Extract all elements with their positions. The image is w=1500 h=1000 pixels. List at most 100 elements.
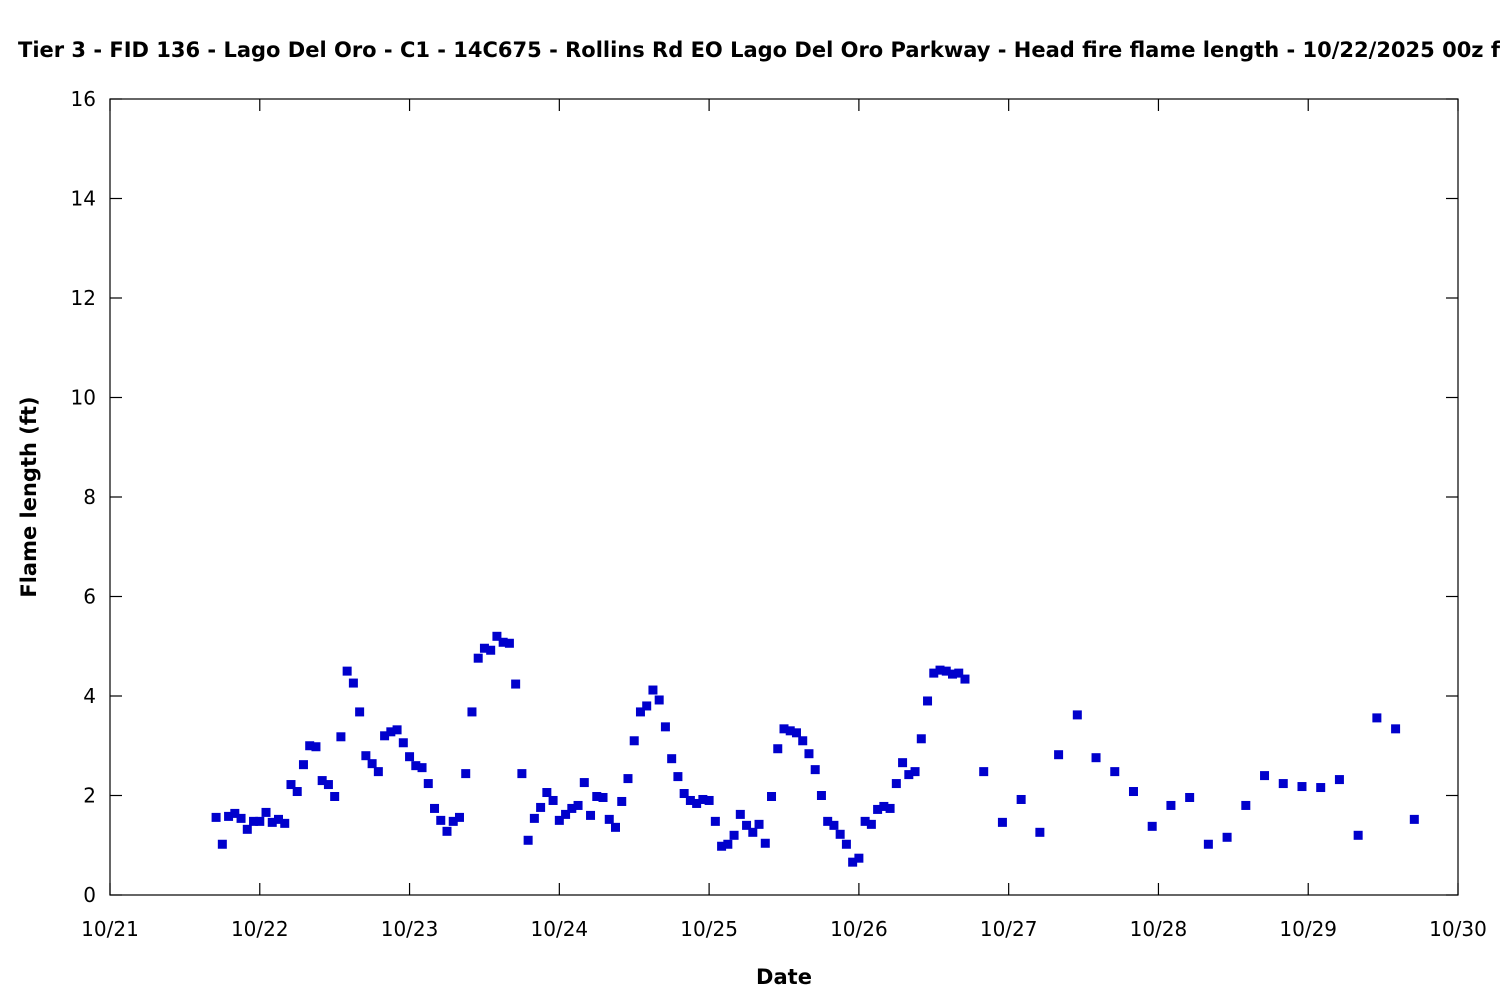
data-point [629, 736, 639, 746]
data-point [411, 761, 421, 771]
data-point [654, 695, 664, 705]
data-point [1278, 779, 1288, 789]
data-point [617, 796, 627, 806]
data-point [791, 728, 801, 738]
data-point [342, 666, 352, 676]
data-point [660, 722, 670, 732]
data-point [823, 816, 833, 826]
data-point [1260, 771, 1270, 781]
data-point [810, 765, 820, 775]
data-point [910, 767, 920, 777]
data-point [1222, 832, 1232, 842]
data-point [423, 779, 433, 789]
data-point [467, 707, 477, 717]
data-point [567, 803, 577, 813]
data-point [891, 779, 901, 789]
data-point [667, 754, 677, 764]
data-point [748, 827, 758, 837]
x-tick-label: 10/23 [381, 917, 439, 941]
data-point [929, 668, 939, 678]
data-point [286, 780, 296, 790]
data-points [211, 631, 1419, 867]
data-point [673, 772, 683, 782]
data-point [298, 760, 308, 770]
data-point [885, 803, 895, 813]
x-tick-label: 10/30 [1429, 917, 1487, 941]
data-point [380, 731, 390, 741]
data-point [448, 816, 458, 826]
y-tick-label: 8 [83, 485, 96, 509]
x-tick-label: 10/28 [1130, 917, 1188, 941]
data-point [292, 787, 302, 797]
data-point [454, 812, 464, 822]
data-point [1072, 710, 1082, 720]
data-point [274, 814, 283, 824]
data-point [355, 707, 365, 717]
data-point [779, 724, 789, 734]
data-point [586, 810, 596, 820]
data-point [1334, 775, 1344, 785]
data-point [723, 839, 733, 849]
data-point [710, 816, 720, 826]
data-point [442, 826, 452, 836]
data-point [1316, 783, 1326, 793]
x-axis: 10/21 10/22 10/23 10/24 10/25 10/26 10/27 10/28… [81, 99, 1487, 941]
data-point [760, 838, 770, 848]
data-point [916, 734, 926, 744]
data-point [829, 820, 839, 830]
data-point [717, 841, 727, 851]
data-point [935, 665, 945, 675]
data-point [1203, 839, 1213, 849]
data-point [904, 770, 914, 780]
data-point [698, 794, 708, 804]
data-point [473, 653, 483, 663]
plot-frame [109, 98, 1459, 896]
data-point [941, 666, 951, 676]
data-point [498, 637, 508, 647]
x-tick-label: 10/21 [81, 917, 139, 941]
data-point [960, 674, 970, 684]
data-point [1054, 750, 1064, 760]
data-point [835, 829, 845, 839]
data-point [242, 824, 252, 834]
y-tick-label: 4 [83, 684, 96, 708]
y-tick-label: 10 [71, 386, 96, 410]
y-tick-label: 12 [71, 286, 96, 310]
data-point [504, 638, 514, 648]
y-tick-label: 2 [83, 784, 96, 808]
data-point [554, 815, 564, 825]
data-point [742, 820, 752, 830]
data-point [1372, 713, 1382, 723]
data-point [542, 788, 552, 798]
data-point [692, 798, 702, 808]
data-point [336, 732, 346, 742]
data-point [436, 815, 446, 825]
data-point [704, 795, 714, 805]
data-point [948, 669, 957, 679]
data-point [224, 811, 234, 821]
chart-title: Tier 3 - FID 136 - Lago Del Oro - C1 - 1… [18, 38, 1500, 62]
data-point [211, 812, 221, 822]
data-point [1128, 787, 1138, 797]
data-point [592, 791, 602, 801]
data-point [311, 742, 321, 752]
data-point [1035, 827, 1045, 837]
data-point [1091, 753, 1101, 763]
data-point [1166, 800, 1176, 810]
data-point [417, 763, 427, 773]
data-point [1297, 782, 1307, 792]
data-point [536, 802, 546, 812]
data-point [405, 752, 415, 762]
data-point [361, 751, 371, 761]
data-point [841, 839, 851, 849]
data-point [598, 792, 608, 802]
data-point [1016, 794, 1026, 804]
data-point [767, 791, 777, 801]
data-point [923, 696, 933, 706]
data-point [230, 808, 240, 818]
data-point [604, 814, 614, 824]
data-point [548, 795, 558, 805]
data-point [236, 813, 246, 823]
data-point [773, 744, 783, 754]
